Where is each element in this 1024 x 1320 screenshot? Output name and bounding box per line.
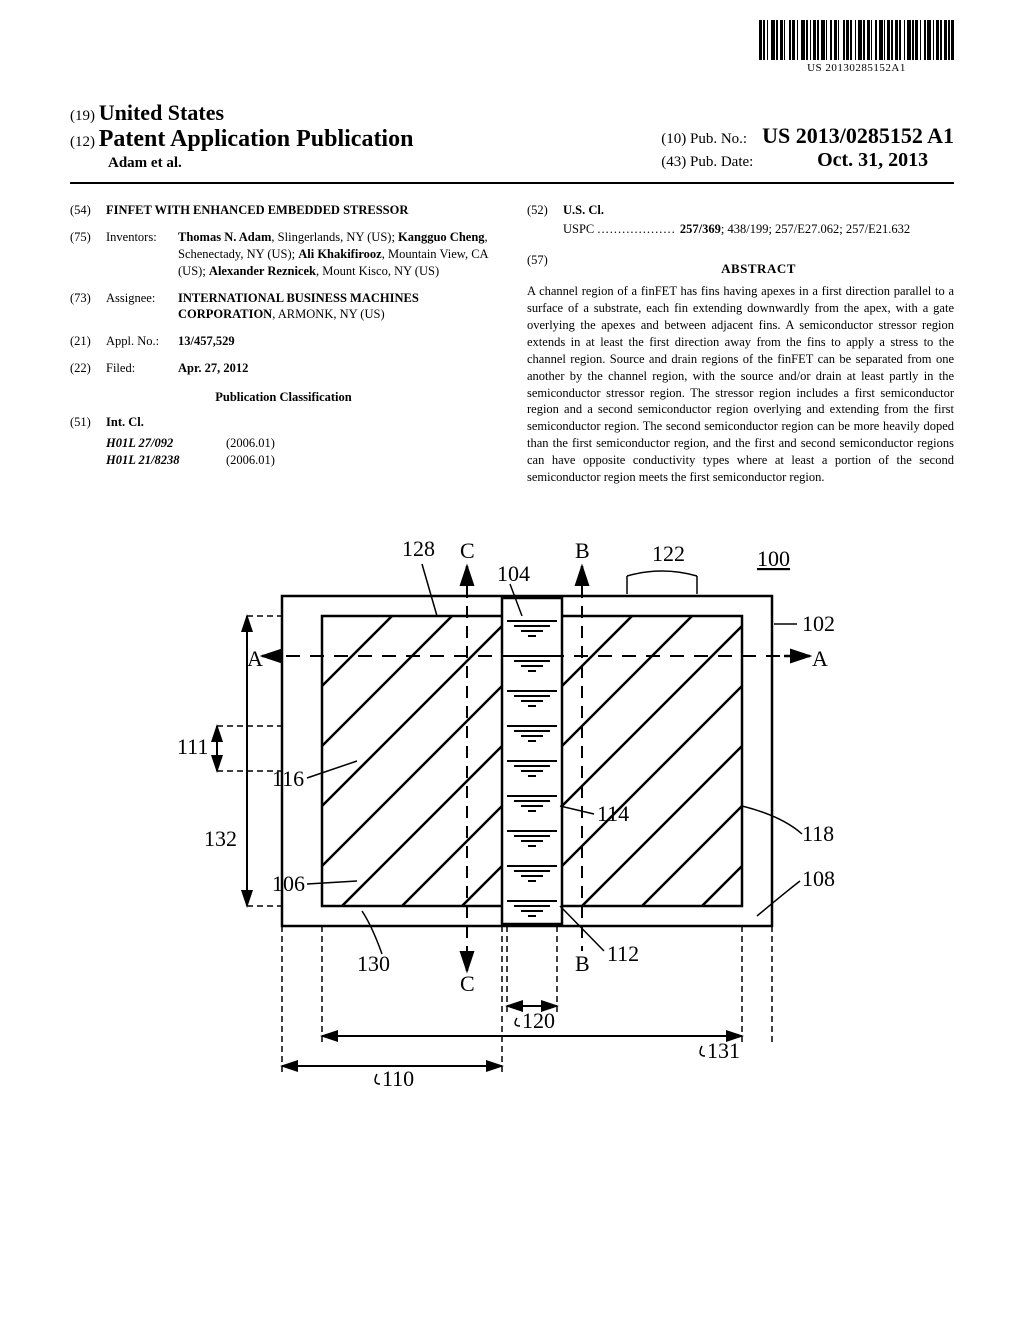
assignee-label: Assignee: [106, 290, 178, 324]
applno: 13/457,529 [178, 333, 497, 350]
svg-text:130: 130 [357, 951, 390, 976]
svg-text:100: 100 [757, 546, 790, 571]
pub-type: Patent Application Publication [99, 126, 414, 152]
svg-text:112: 112 [607, 941, 639, 966]
pubclass-title: Publication Classification [70, 389, 497, 406]
code-21: (21) [70, 333, 106, 350]
svg-text:110: 110 [382, 1066, 414, 1086]
code-73: (73) [70, 290, 106, 324]
code-19: (19) [70, 108, 95, 124]
country: United States [99, 100, 224, 125]
uscl-rest: ; 438/199; 257/E27.062; 257/E21.632 [721, 222, 910, 236]
uscl-line: USPC ................... 257/369; 438/19… [563, 221, 954, 238]
abstract-label: ABSTRACT [563, 260, 954, 278]
filed-date: Apr. 27, 2012 [178, 360, 497, 377]
inventor-name: Thomas N. Adam [178, 230, 271, 244]
pubno: US 2013/0285152 A1 [762, 123, 954, 148]
filed-label: Filed: [106, 360, 178, 377]
intcl-label: Int. Cl. [106, 414, 497, 431]
left-column: (54) FINFET WITH ENHANCED EMBEDDED STRES… [70, 202, 497, 486]
uscl-main: 257/369 [680, 222, 721, 236]
header: (19) United States (12) Patent Applicati… [70, 100, 954, 172]
intcl-code: H01L 21/8238 [106, 452, 226, 469]
svg-text:C: C [460, 538, 475, 563]
svg-text:C: C [460, 971, 475, 996]
right-column: (52) U.S. Cl. USPC ................... 2… [527, 202, 954, 486]
intcl-year: (2006.01) [226, 435, 275, 452]
code-43: (43) [661, 154, 686, 170]
inventor-name: Ali Khakifirooz [298, 247, 381, 261]
code-75: (75) [70, 229, 106, 280]
barcode-text: US 20130285152A1 [759, 62, 954, 74]
code-57: (57) [527, 252, 563, 284]
svg-text:102: 102 [802, 611, 835, 636]
svg-text:116: 116 [272, 766, 304, 791]
svg-text:A: A [812, 646, 828, 671]
svg-text:131: 131 [707, 1038, 740, 1063]
svg-text:118: 118 [802, 821, 834, 846]
code-12: (12) [70, 134, 95, 150]
abstract-text: A channel region of a finFET has fins ha… [527, 283, 954, 486]
barcode-block: US 20130285152A1 [759, 20, 954, 74]
assignee: INTERNATIONAL BUSINESS MACHINES CORPORAT… [178, 290, 497, 324]
code-51: (51) [70, 414, 106, 431]
figure: A A B B C C 111 132 [70, 526, 954, 1086]
svg-text:132: 132 [204, 826, 237, 851]
code-54: (54) [70, 202, 106, 219]
svg-text:111: 111 [177, 734, 208, 759]
pubno-label: Pub. No.: [690, 131, 747, 147]
code-22: (22) [70, 360, 106, 377]
authors: Adam et al. [108, 155, 413, 172]
barcode [759, 20, 954, 60]
applno-label: Appl. No.: [106, 333, 178, 350]
figure-svg: A A B B C C 111 132 [162, 526, 862, 1086]
intcl-code: H01L 27/092 [106, 435, 226, 452]
svg-text:B: B [575, 951, 590, 976]
patent-title: FINFET WITH ENHANCED EMBEDDED STRESSOR [106, 202, 497, 219]
pubdate-label: Pub. Date: [690, 154, 753, 170]
pubdate: Oct. 31, 2013 [817, 149, 928, 171]
inventor-name: Alexander Reznicek [209, 264, 316, 278]
svg-text:108: 108 [802, 866, 835, 891]
svg-text:120: 120 [522, 1008, 555, 1033]
svg-text:106: 106 [272, 871, 305, 896]
assignee-loc: ARMONK, NY (US) [278, 307, 385, 321]
code-10: (10) [661, 131, 686, 147]
code-52: (52) [527, 202, 563, 219]
intcl-table: H01L 27/092 (2006.01) H01L 21/8238 (2006… [106, 435, 497, 469]
divider [70, 182, 954, 184]
inventors-list: Thomas N. Adam, Slingerlands, NY (US); K… [178, 229, 497, 280]
svg-text:B: B [575, 538, 590, 563]
inventor-loc: Slingerlands, NY (US) [278, 230, 392, 244]
inventors-label: Inventors: [106, 229, 178, 280]
inventor-loc: Mount Kisco, NY (US) [322, 264, 439, 278]
header-right: (10) Pub. No.: US 2013/0285152 A1 (43) P… [661, 123, 954, 172]
body-columns: (54) FINFET WITH ENHANCED EMBEDDED STRES… [70, 202, 954, 486]
svg-text:122: 122 [652, 541, 685, 566]
uscl-label: U.S. Cl. [563, 202, 954, 219]
dots: ................... [597, 222, 680, 236]
svg-text:114: 114 [597, 801, 629, 826]
svg-text:104: 104 [497, 561, 530, 586]
svg-text:A: A [247, 646, 263, 671]
header-left: (19) United States (12) Patent Applicati… [70, 100, 413, 172]
intcl-year: (2006.01) [226, 452, 275, 469]
inventor-loc: Schenectady, NY (US) [178, 247, 292, 261]
inventor-name: Kangguo Cheng [398, 230, 484, 244]
svg-text:128: 128 [402, 536, 435, 561]
uscl-lead: USPC [563, 222, 594, 236]
